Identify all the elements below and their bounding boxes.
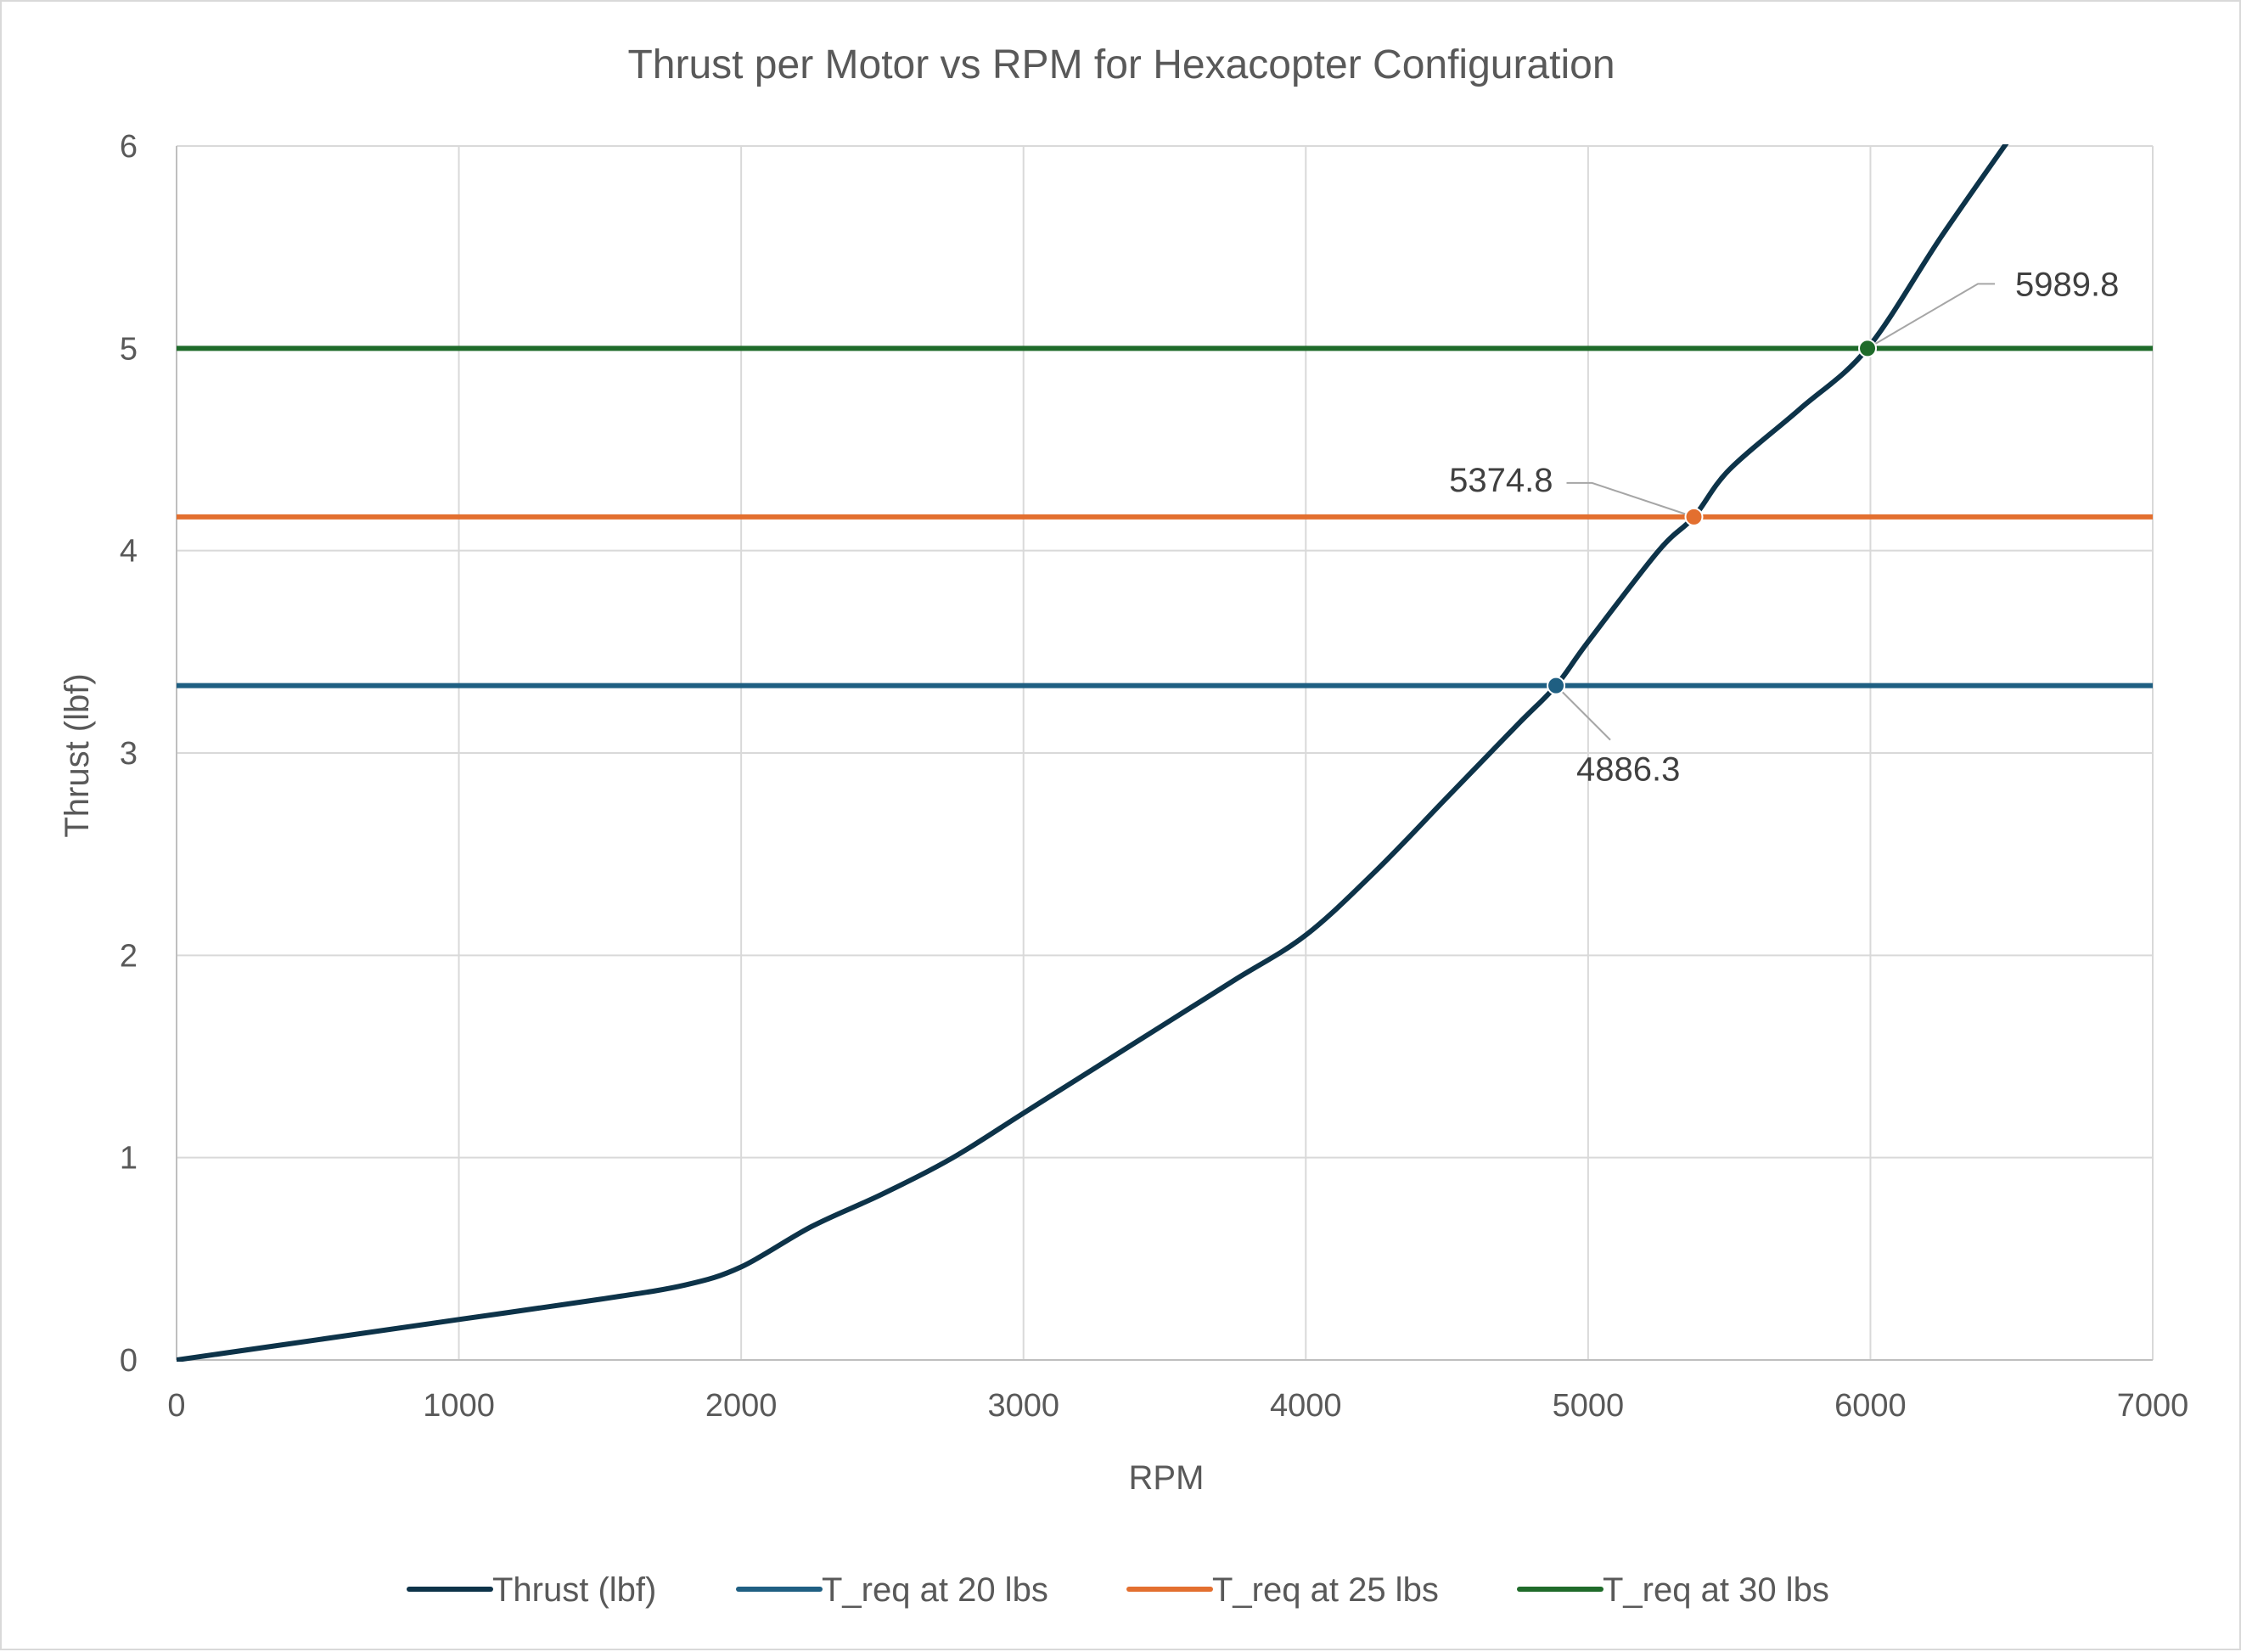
legend-label-0: Thrust (lbf) [492,1571,656,1609]
x-tick-label: 3000 [987,1388,1059,1424]
intersection-point-2 [1858,339,1878,358]
x-tick-label: 6000 [1834,1388,1907,1424]
legend-label-1: T_req at 20 lbs [822,1571,1048,1609]
y-tick-label: 2 [120,938,138,974]
x-tick-label: 1000 [423,1388,495,1424]
callout-leader-0 [1555,684,1611,741]
intersection-label-1: 5374.8 [1449,462,1553,499]
grid [176,145,2154,1361]
intersection-point-1 [1684,507,1704,526]
y-tick-label: 1 [120,1141,138,1177]
x-tick-label: 5000 [1553,1388,1625,1424]
x-tick-label: 4000 [1270,1388,1342,1424]
intersection-label-0: 4886.3 [1576,751,1680,789]
intersection-point-0 [1547,676,1566,695]
legend-label-3: T_req at 30 lbs [1603,1571,1829,1609]
legend: Thrust (lbf) T_req at 20 lbs T_req at 25 l… [407,1571,1829,1609]
x-tick-label: 2000 [705,1388,778,1424]
tick-labels: 0 1000 2000 3000 4000 5000 6000 7000 0 1 2 3 4 5 6 [120,129,2188,1424]
intersection-callouts: 4886.3 5374.8 5989.8 [1449,266,2119,788]
x-tick-label: 7000 [2117,1388,2189,1424]
legend-label-2: T_req at 25 lbs [1212,1571,1439,1609]
y-axis-title: Thrust (lbf) [59,673,96,837]
y-tick-label: 0 [120,1343,138,1379]
y-tick-label: 6 [120,129,138,165]
callout-leader-1 [1566,481,1694,518]
x-tick-label: 0 [167,1388,185,1424]
series-lines [177,144,2153,1362]
intersection-label-2: 5989.8 [2015,266,2119,303]
series-line-0 [177,144,2009,1362]
x-axis-title: RPM [1129,1459,1205,1497]
chart-title: Thrust per Motor vs RPM for Hexacopter C… [627,42,1615,87]
y-tick-label: 4 [120,534,138,570]
y-tick-label: 3 [120,736,138,772]
callout-leader-2 [1867,283,1996,350]
y-tick-label: 5 [120,331,138,367]
